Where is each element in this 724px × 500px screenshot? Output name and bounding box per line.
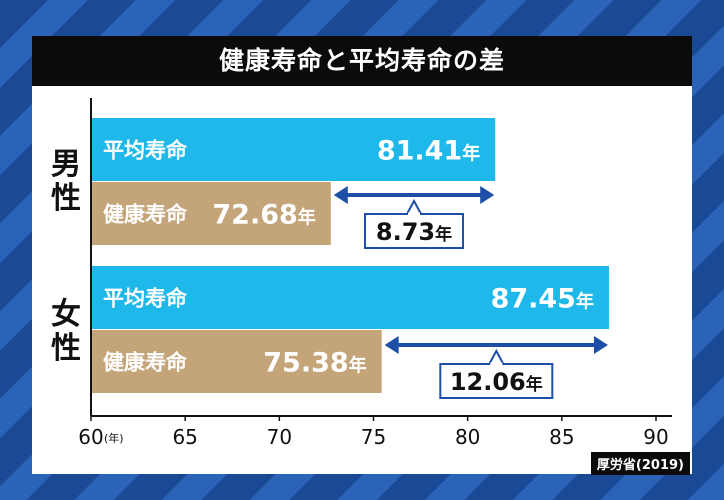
x-tick-label: 65: [172, 425, 197, 449]
x-tick-label: 60: [78, 425, 103, 449]
chart-panel: [32, 36, 692, 474]
x-tick-label: 80: [455, 425, 480, 449]
group-label: 性: [51, 331, 81, 366]
bar: [92, 182, 331, 245]
difference-value-unit: 年: [526, 374, 543, 395]
bar: [92, 330, 382, 393]
difference-arrow-right-head: [480, 186, 495, 204]
bar-category-label: 平均寿命: [103, 287, 188, 311]
x-axis-unit: (年): [104, 431, 124, 445]
source-label: 厚労省(2019): [590, 452, 690, 475]
bar: [92, 266, 609, 329]
chart-title: 健康寿命と平均寿命の差: [32, 36, 692, 86]
group-label: 女: [51, 297, 81, 332]
x-tick-label: 70: [267, 425, 292, 449]
difference-callout-pointer: [405, 198, 423, 215]
bar-value-unit: 年: [462, 143, 480, 165]
difference-callout-box: [439, 363, 554, 399]
x-tick-label: 75: [361, 425, 386, 449]
x-tick-label: 85: [549, 425, 574, 449]
bar-category-label: 健康寿命: [103, 351, 188, 375]
group-label: 性: [51, 181, 81, 216]
bar-category-label: 健康寿命: [103, 203, 188, 227]
difference-callout-pointer: [487, 348, 505, 365]
bar-category-label: 平均寿命: [103, 139, 188, 163]
difference-arrow-left-head: [384, 336, 399, 354]
x-tick-label: 90: [643, 425, 668, 449]
difference-arrow-right-head: [593, 336, 608, 354]
bar: [92, 118, 496, 181]
bar-value-unit: 年: [349, 355, 367, 377]
difference-callout-box: [364, 213, 465, 249]
bar-value-unit: 年: [576, 291, 594, 313]
bar-value-unit: 年: [298, 207, 316, 229]
difference-arrow-left-head: [333, 186, 348, 204]
group-label: 男: [51, 147, 81, 182]
difference-value-unit: 年: [435, 224, 452, 245]
